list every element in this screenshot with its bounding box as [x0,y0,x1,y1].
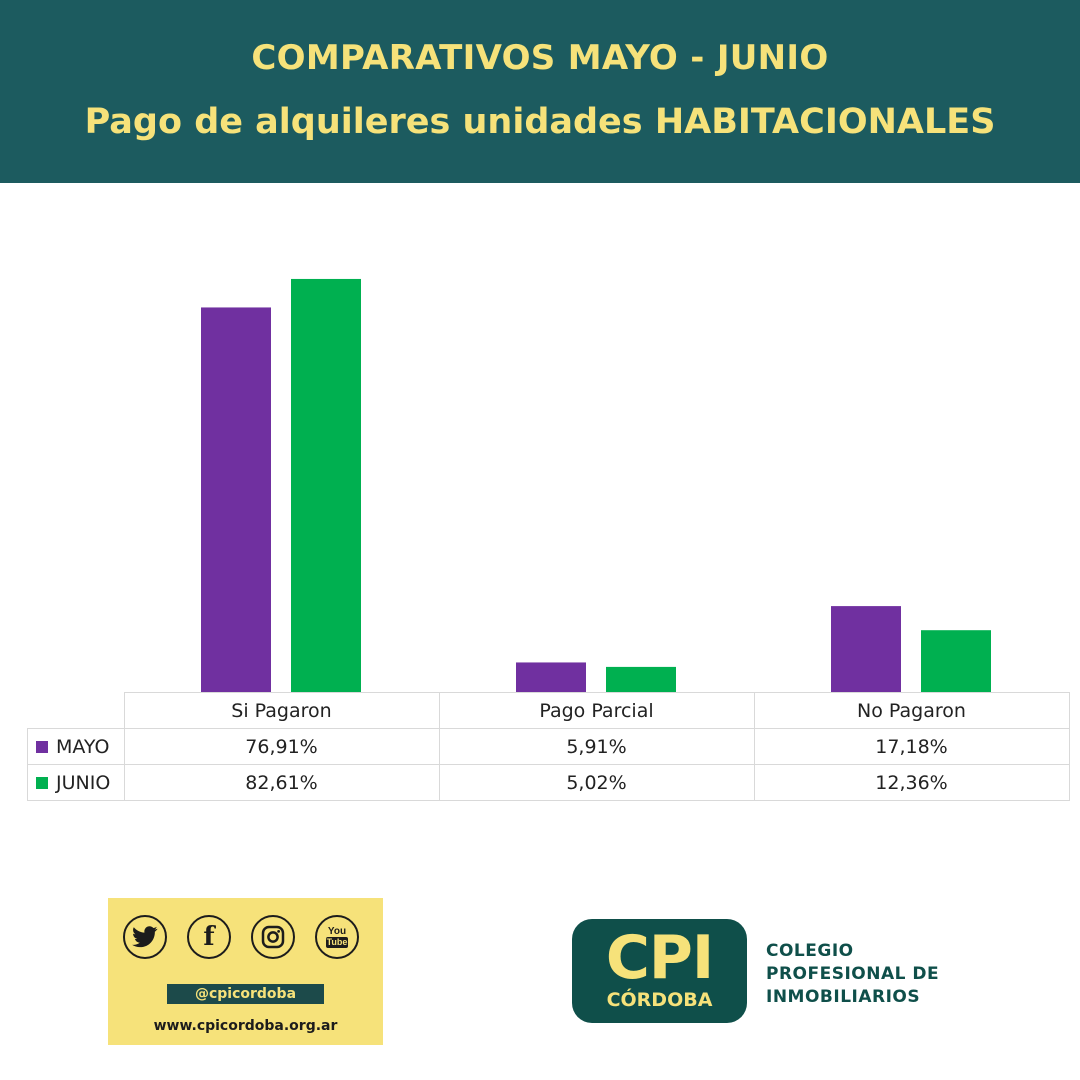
facebook-glyph: f [203,922,215,952]
page-subtitle: Pago de alquileres unidades HABITACIONAL… [84,102,996,142]
instagram-icon[interactable] [251,915,295,959]
website-link[interactable]: www.cpicordoba.org.ar [153,1018,338,1034]
header-banner: COMPARATIVOS MAYO - JUNIO Pago de alquil… [0,0,1080,183]
logo-city: CÓRDOBA [606,989,713,1011]
legend-label-mayo: MAYO [56,735,110,758]
social-media-box: f You Tube @cpicordoba www.cpicordoba.or… [108,898,383,1045]
value-mayo-2: 17,18% [753,728,1070,765]
table-row-mayo: MAYO 76,91% 5,91% 17,18% [27,728,1070,765]
value-junio-0: 82,61% [123,764,440,801]
value-mayo-0: 76,91% [123,728,440,765]
bar-chart [201,278,991,692]
bar-junio-1 [606,666,676,692]
bar-junio-0 [291,278,361,692]
category-label-0: Si Pagaron [123,692,440,729]
category-label-2: No Pagaron [753,692,1070,729]
org-name-line-1: COLEGIO [766,941,854,961]
value-junio-2: 12,36% [753,764,1070,801]
chart-data-table: Si Pagaron Pago Parcial No Pagaron MAYO … [27,692,1070,801]
value-junio-1: 5,02% [438,764,755,801]
legend-entry-mayo: MAYO [27,728,125,765]
bar-mayo-1 [516,662,586,692]
facebook-icon[interactable]: f [187,915,231,959]
legend-swatch-junio [36,776,48,789]
value-mayo-1: 5,91% [438,728,755,765]
social-handle[interactable]: @cpicordoba [167,984,324,1004]
legend-swatch-mayo [36,740,48,753]
category-label-1: Pago Parcial [438,692,755,729]
page-title: COMPARATIVOS MAYO - JUNIO [251,38,829,78]
bar-junio-2 [921,630,991,692]
table-header-row: Si Pagaron Pago Parcial No Pagaron [27,692,1070,729]
legend-entry-junio: JUNIO [27,764,125,801]
youtube-glyph-top: You [327,926,347,937]
youtube-glyph-bottom: Tube [325,937,349,948]
bar-mayo-0 [201,307,271,692]
org-name-line-2: PROFESIONAL DE [766,964,940,984]
table-corner-cell [27,692,125,729]
logo-mark: CPI [605,923,714,993]
legend-label-junio: JUNIO [56,771,111,794]
youtube-icon[interactable]: You Tube [315,915,359,959]
bar-mayo-2 [831,606,901,692]
org-name-line-3: INMOBILIARIOS [766,987,921,1007]
twitter-icon[interactable] [123,915,167,959]
table-row-junio: JUNIO 82,61% 5,02% 12,36% [27,764,1070,801]
cpi-logo: CPI CÓRDOBA [572,919,747,1023]
twitter-bird-glyph [132,926,158,948]
instagram-camera-glyph [261,925,285,949]
organization-name: COLEGIO PROFESIONAL DE INMOBILIARIOS [766,940,939,1009]
